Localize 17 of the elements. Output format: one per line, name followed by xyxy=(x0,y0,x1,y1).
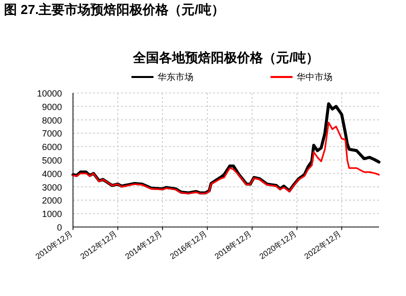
legend-label: 华中市场 xyxy=(296,72,333,82)
y-tick-label: 5000 xyxy=(42,156,62,166)
y-tick-label: 3000 xyxy=(42,182,62,192)
y-tick-label: 8000 xyxy=(42,115,62,126)
y-tick-label: 6000 xyxy=(42,142,62,152)
y-tick-label: 9000 xyxy=(42,102,62,112)
y-tick-label: 10000 xyxy=(36,88,62,98)
x-tick-label: 2014年12月 xyxy=(124,229,164,262)
y-tick-label: 2000 xyxy=(42,196,62,206)
x-tick-label: 2018年12月 xyxy=(213,229,254,262)
y-tick-label: 4000 xyxy=(42,168,62,179)
chart-title: 图 27.主要市场预焙阳极价格（元/吨） xyxy=(4,2,224,17)
chart-subtitle: 全国各地预焙阳极价格（元/吨） xyxy=(132,50,319,65)
legend-label: 华东市场 xyxy=(157,72,194,82)
y-tick-label: 7000 xyxy=(42,128,62,139)
y-tick-label: 1000 xyxy=(42,209,62,220)
y-tick-label: 0 xyxy=(56,222,62,232)
